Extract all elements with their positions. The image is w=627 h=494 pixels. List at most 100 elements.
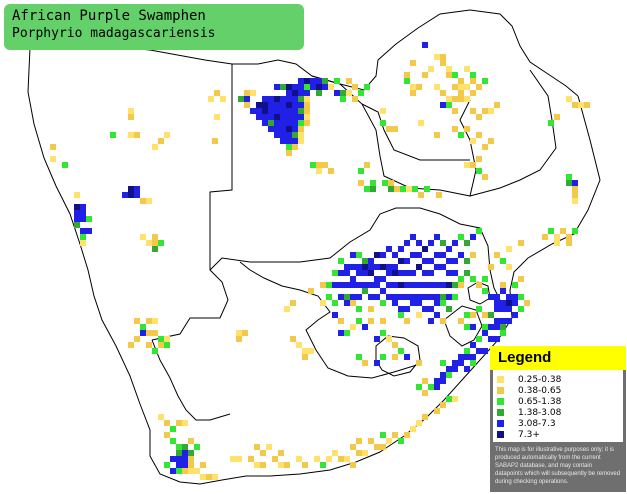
- observation-cell: [416, 384, 422, 390]
- observation-cell: [452, 282, 458, 288]
- observation-cell: [298, 114, 304, 120]
- observation-cell: [188, 462, 194, 468]
- observation-cell: [164, 432, 170, 438]
- observation-cell: [170, 438, 176, 444]
- observation-cell: [128, 114, 134, 120]
- observation-cell: [122, 192, 128, 198]
- observation-cell: [268, 108, 274, 114]
- observation-cell: [392, 354, 398, 360]
- observation-cell: [134, 132, 140, 138]
- observation-cell: [50, 156, 56, 162]
- observation-cell: [302, 348, 308, 354]
- observation-cell: [310, 78, 316, 84]
- observation-cell: [452, 258, 458, 264]
- observation-cell: [440, 252, 446, 258]
- observation-cell: [134, 336, 140, 342]
- observation-cell: [428, 306, 434, 312]
- observation-cell: [446, 72, 452, 78]
- observation-cell: [410, 60, 416, 66]
- observation-cell: [404, 78, 410, 84]
- observation-cell: [446, 102, 452, 108]
- observation-cell: [398, 282, 404, 288]
- observation-cell: [110, 132, 116, 138]
- observation-cell: [458, 282, 464, 288]
- observation-cell: [476, 132, 482, 138]
- observation-cell: [86, 216, 92, 222]
- observation-cell: [512, 282, 518, 288]
- observation-cell: [274, 132, 280, 138]
- observation-cell: [464, 348, 470, 354]
- observation-cell: [452, 72, 458, 78]
- observation-cell: [308, 288, 314, 294]
- observation-cell: [262, 96, 268, 102]
- observation-cell: [298, 90, 304, 96]
- observation-cell: [434, 300, 440, 306]
- observation-cell: [370, 180, 376, 186]
- observation-cell: [170, 426, 176, 432]
- observation-cell: [194, 444, 200, 450]
- observation-cell: [188, 438, 194, 444]
- observation-cell: [128, 132, 134, 138]
- legend-item: 7.3+: [497, 429, 623, 440]
- observation-cell: [256, 102, 262, 108]
- observation-cell: [350, 324, 356, 330]
- observation-cell: [410, 294, 416, 300]
- observation-cell: [374, 294, 380, 300]
- observation-cell: [506, 264, 512, 270]
- observation-cell: [416, 282, 422, 288]
- observation-cell: [416, 300, 422, 306]
- observation-cell: [412, 186, 418, 192]
- observation-cell: [208, 96, 214, 102]
- observation-cell: [424, 186, 430, 192]
- observation-cell: [242, 330, 248, 336]
- observation-cell: [380, 354, 386, 360]
- observation-cell: [188, 456, 194, 462]
- observation-cell: [350, 282, 356, 288]
- observation-cell: [368, 318, 374, 324]
- observation-cell: [340, 96, 346, 102]
- observation-cell: [476, 84, 482, 90]
- observation-cell: [488, 336, 494, 342]
- observation-cell: [446, 270, 452, 276]
- observation-cell: [304, 114, 310, 120]
- observation-cell: [494, 318, 500, 324]
- observation-cell: [278, 450, 284, 456]
- observation-cell: [464, 354, 470, 360]
- observation-cell: [416, 360, 422, 366]
- observation-cell: [566, 180, 572, 186]
- observation-cell: [326, 294, 332, 300]
- observation-cell: [164, 462, 170, 468]
- observation-cell: [440, 90, 446, 96]
- observation-cell: [452, 294, 458, 300]
- observation-cell: [350, 294, 356, 300]
- observation-cell: [298, 102, 304, 108]
- observation-cell: [274, 84, 280, 90]
- observation-cell: [80, 234, 86, 240]
- observation-cell: [422, 258, 428, 264]
- observation-cell: [328, 168, 334, 174]
- observation-cell: [158, 414, 164, 420]
- observation-cell: [452, 240, 458, 246]
- observation-cell: [440, 402, 446, 408]
- observation-cell: [476, 114, 482, 120]
- observation-cell: [368, 294, 374, 300]
- observation-cell: [436, 192, 442, 198]
- observation-cell: [284, 462, 290, 468]
- observation-cell: [428, 240, 434, 246]
- observation-cell: [358, 90, 364, 96]
- observation-cell: [446, 282, 452, 288]
- observation-cell: [476, 336, 482, 342]
- observation-cell: [440, 294, 446, 300]
- observation-cell: [286, 84, 292, 90]
- observation-cell: [338, 330, 344, 336]
- observation-cell: [542, 234, 548, 240]
- observation-cell: [464, 162, 470, 168]
- observation-cell: [362, 450, 368, 456]
- observation-cell: [146, 198, 152, 204]
- observation-cell: [446, 294, 452, 300]
- observation-cell: [344, 300, 350, 306]
- observation-cell: [248, 456, 254, 462]
- observation-cell: [236, 456, 242, 462]
- legend-item: 0.65-1.38: [497, 396, 623, 407]
- observation-cell: [370, 186, 376, 192]
